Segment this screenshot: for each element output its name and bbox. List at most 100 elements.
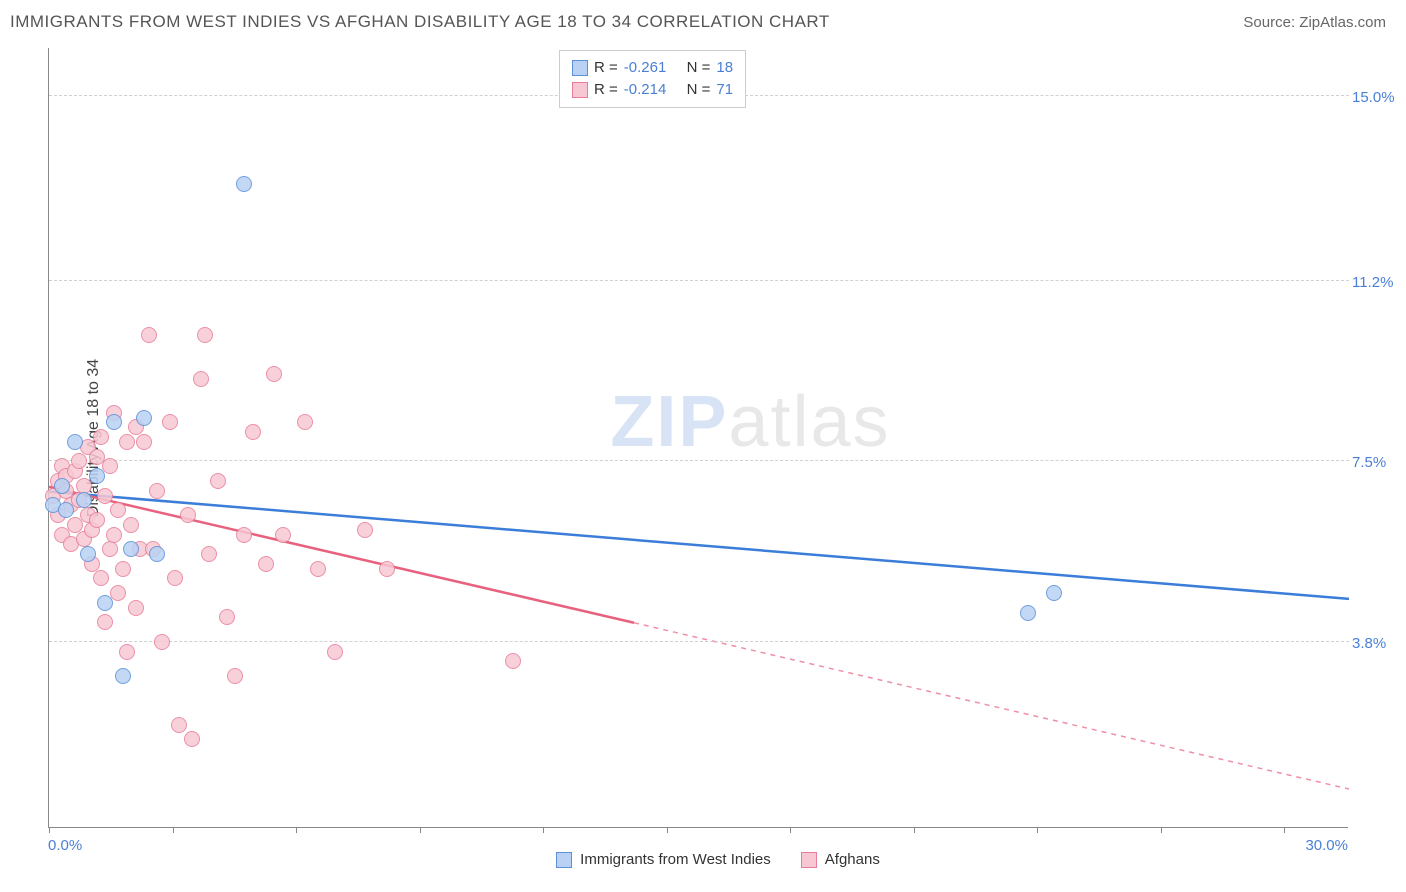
watermark-zip: ZIP — [610, 382, 728, 462]
scatter-point-afghans — [327, 644, 343, 660]
scatter-point-west_indies — [115, 668, 131, 684]
plot-area: ZIPatlas Disability Age 18 to 34 R = -0.… — [48, 48, 1348, 828]
y-tick-label: 11.2% — [1352, 274, 1402, 291]
scatter-point-afghans — [310, 561, 326, 577]
r-value-west-indies: -0.261 — [624, 57, 667, 79]
scatter-point-west_indies — [76, 492, 92, 508]
scatter-point-afghans — [219, 609, 235, 625]
scatter-point-afghans — [71, 453, 87, 469]
scatter-point-afghans — [357, 522, 373, 538]
x-tick — [790, 827, 791, 833]
x-tick — [1284, 827, 1285, 833]
scatter-point-afghans — [102, 458, 118, 474]
watermark: ZIPatlas — [610, 381, 890, 463]
x-tick — [667, 827, 668, 833]
scatter-point-afghans — [258, 556, 274, 572]
source-label: Source: — [1243, 14, 1299, 31]
scatter-point-afghans — [180, 507, 196, 523]
plot-wrapper: ZIPatlas Disability Age 18 to 34 R = -0.… — [48, 48, 1388, 828]
scatter-point-afghans — [197, 327, 213, 343]
x-tick — [543, 827, 544, 833]
scatter-point-afghans — [123, 517, 139, 533]
legend-item-afghans: Afghans — [801, 851, 880, 868]
scatter-point-west_indies — [136, 410, 152, 426]
scatter-point-afghans — [297, 414, 313, 430]
n-label: N = — [687, 79, 711, 101]
scatter-point-west_indies — [1046, 585, 1062, 601]
swatch-afghans — [572, 82, 588, 98]
source-name: ZipAtlas.com — [1299, 14, 1386, 31]
scatter-point-afghans — [266, 366, 282, 382]
scatter-point-afghans — [110, 585, 126, 601]
scatter-point-afghans — [97, 614, 113, 630]
gridline — [49, 280, 1349, 281]
scatter-point-afghans — [201, 546, 217, 562]
legend-label-afghans: Afghans — [825, 851, 880, 868]
x-tick — [296, 827, 297, 833]
scatter-point-afghans — [505, 653, 521, 669]
n-value-west-indies: 18 — [716, 57, 733, 79]
scatter-point-west_indies — [106, 414, 122, 430]
scatter-point-afghans — [89, 512, 105, 528]
scatter-point-west_indies — [236, 176, 252, 192]
scatter-point-afghans — [141, 327, 157, 343]
legend-label-west-indies: Immigrants from West Indies — [580, 851, 771, 868]
r-value-afghans: -0.214 — [624, 79, 667, 101]
scatter-point-afghans — [119, 434, 135, 450]
gridline — [49, 641, 1349, 642]
series-legend: Immigrants from West Indies Afghans — [48, 851, 1388, 868]
trendline-extrapolated-afghans — [634, 623, 1349, 789]
watermark-atlas: atlas — [728, 382, 890, 462]
swatch-afghans-icon — [801, 852, 817, 868]
scatter-point-afghans — [136, 434, 152, 450]
n-value-afghans: 71 — [716, 79, 733, 101]
scatter-point-west_indies — [54, 478, 70, 494]
scatter-point-afghans — [236, 527, 252, 543]
scatter-point-afghans — [97, 488, 113, 504]
correlation-legend: R = -0.261 N = 18 R = -0.214 N = 71 — [559, 50, 746, 108]
trendline-west_indies — [49, 492, 1349, 599]
y-tick-label: 15.0% — [1352, 89, 1402, 106]
scatter-point-west_indies — [67, 434, 83, 450]
x-tick — [49, 827, 50, 833]
chart-title: IMMIGRANTS FROM WEST INDIES VS AFGHAN DI… — [10, 12, 830, 32]
legend-item-west-indies: Immigrants from West Indies — [556, 851, 771, 868]
n-label: N = — [687, 57, 711, 79]
scatter-point-afghans — [167, 570, 183, 586]
scatter-point-afghans — [379, 561, 395, 577]
scatter-point-west_indies — [149, 546, 165, 562]
r-label: R = — [594, 57, 618, 79]
scatter-point-afghans — [184, 731, 200, 747]
scatter-point-afghans — [93, 429, 109, 445]
scatter-point-west_indies — [1020, 605, 1036, 621]
scatter-point-afghans — [162, 414, 178, 430]
gridline — [49, 460, 1349, 461]
scatter-point-afghans — [227, 668, 243, 684]
scatter-point-afghans — [106, 527, 122, 543]
scatter-point-afghans — [210, 473, 226, 489]
legend-row-afghans: R = -0.214 N = 71 — [572, 79, 733, 101]
source-attribution: Source: ZipAtlas.com — [1243, 14, 1386, 31]
scatter-point-west_indies — [80, 546, 96, 562]
x-tick — [1161, 827, 1162, 833]
scatter-point-afghans — [115, 561, 131, 577]
scatter-point-west_indies — [123, 541, 139, 557]
y-tick-label: 7.5% — [1352, 454, 1402, 471]
swatch-west-indies — [572, 60, 588, 76]
scatter-point-west_indies — [58, 502, 74, 518]
scatter-point-afghans — [128, 600, 144, 616]
x-tick — [1037, 827, 1038, 833]
scatter-point-afghans — [171, 717, 187, 733]
r-label: R = — [594, 79, 618, 101]
x-tick — [914, 827, 915, 833]
scatter-point-west_indies — [89, 468, 105, 484]
x-tick — [420, 827, 421, 833]
swatch-west-indies-icon — [556, 852, 572, 868]
legend-row-west-indies: R = -0.261 N = 18 — [572, 57, 733, 79]
scatter-point-afghans — [275, 527, 291, 543]
scatter-point-afghans — [110, 502, 126, 518]
scatter-point-afghans — [154, 634, 170, 650]
scatter-point-west_indies — [97, 595, 113, 611]
y-tick-label: 3.8% — [1352, 635, 1402, 652]
chart-header: IMMIGRANTS FROM WEST INDIES VS AFGHAN DI… — [0, 0, 1406, 40]
